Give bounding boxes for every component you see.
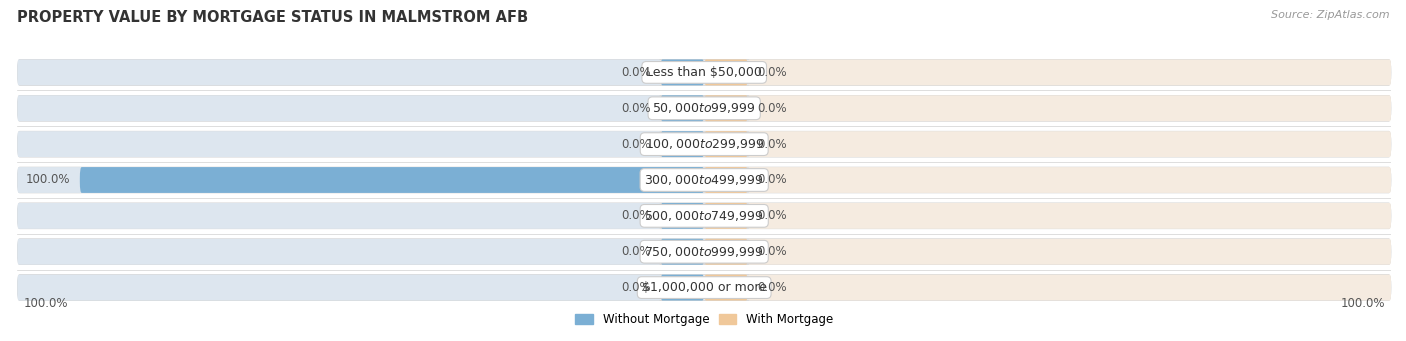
FancyBboxPatch shape <box>17 59 661 85</box>
FancyBboxPatch shape <box>17 275 661 300</box>
Text: 0.0%: 0.0% <box>758 209 787 222</box>
FancyBboxPatch shape <box>748 275 1391 300</box>
Text: $500,000 to $749,999: $500,000 to $749,999 <box>644 209 763 223</box>
FancyBboxPatch shape <box>17 203 661 229</box>
FancyBboxPatch shape <box>704 203 748 229</box>
FancyBboxPatch shape <box>17 131 1391 157</box>
Text: 100.0%: 100.0% <box>1340 297 1385 310</box>
FancyBboxPatch shape <box>661 131 704 157</box>
FancyBboxPatch shape <box>661 203 704 229</box>
FancyBboxPatch shape <box>17 239 1391 265</box>
Text: $100,000 to $299,999: $100,000 to $299,999 <box>644 137 763 151</box>
FancyBboxPatch shape <box>17 167 1391 193</box>
Text: 0.0%: 0.0% <box>758 138 787 151</box>
FancyBboxPatch shape <box>80 167 704 193</box>
FancyBboxPatch shape <box>704 95 748 121</box>
Text: 0.0%: 0.0% <box>621 245 651 258</box>
FancyBboxPatch shape <box>704 275 748 300</box>
FancyBboxPatch shape <box>748 95 1391 121</box>
Text: $750,000 to $999,999: $750,000 to $999,999 <box>644 245 763 259</box>
FancyBboxPatch shape <box>704 59 748 85</box>
Text: 0.0%: 0.0% <box>758 281 787 294</box>
FancyBboxPatch shape <box>704 167 748 193</box>
FancyBboxPatch shape <box>748 239 1391 265</box>
Text: 0.0%: 0.0% <box>621 138 651 151</box>
FancyBboxPatch shape <box>748 59 1391 85</box>
Text: Source: ZipAtlas.com: Source: ZipAtlas.com <box>1271 10 1389 20</box>
FancyBboxPatch shape <box>17 95 661 121</box>
Text: $50,000 to $99,999: $50,000 to $99,999 <box>652 101 756 115</box>
Text: 0.0%: 0.0% <box>621 66 651 79</box>
Text: $1,000,000 or more: $1,000,000 or more <box>641 281 766 294</box>
FancyBboxPatch shape <box>748 203 1391 229</box>
FancyBboxPatch shape <box>17 59 1391 85</box>
FancyBboxPatch shape <box>17 131 661 157</box>
FancyBboxPatch shape <box>661 275 704 300</box>
Text: 0.0%: 0.0% <box>621 209 651 222</box>
Text: PROPERTY VALUE BY MORTGAGE STATUS IN MALMSTROM AFB: PROPERTY VALUE BY MORTGAGE STATUS IN MAL… <box>17 10 529 25</box>
FancyBboxPatch shape <box>748 167 1391 193</box>
FancyBboxPatch shape <box>17 167 661 193</box>
Text: 100.0%: 100.0% <box>25 174 70 187</box>
Text: 100.0%: 100.0% <box>24 297 67 310</box>
Text: 0.0%: 0.0% <box>758 245 787 258</box>
FancyBboxPatch shape <box>661 239 704 265</box>
FancyBboxPatch shape <box>17 239 661 265</box>
Text: 0.0%: 0.0% <box>758 66 787 79</box>
Text: 0.0%: 0.0% <box>758 174 787 187</box>
Text: $300,000 to $499,999: $300,000 to $499,999 <box>644 173 763 187</box>
Text: 0.0%: 0.0% <box>621 102 651 115</box>
FancyBboxPatch shape <box>17 275 1391 300</box>
FancyBboxPatch shape <box>748 131 1391 157</box>
Text: 0.0%: 0.0% <box>621 281 651 294</box>
FancyBboxPatch shape <box>661 59 704 85</box>
Text: Less than $50,000: Less than $50,000 <box>647 66 762 79</box>
FancyBboxPatch shape <box>17 203 1391 229</box>
Legend: Without Mortgage, With Mortgage: Without Mortgage, With Mortgage <box>575 313 832 326</box>
FancyBboxPatch shape <box>704 131 748 157</box>
FancyBboxPatch shape <box>704 239 748 265</box>
FancyBboxPatch shape <box>661 95 704 121</box>
Text: 0.0%: 0.0% <box>758 102 787 115</box>
FancyBboxPatch shape <box>17 95 1391 121</box>
